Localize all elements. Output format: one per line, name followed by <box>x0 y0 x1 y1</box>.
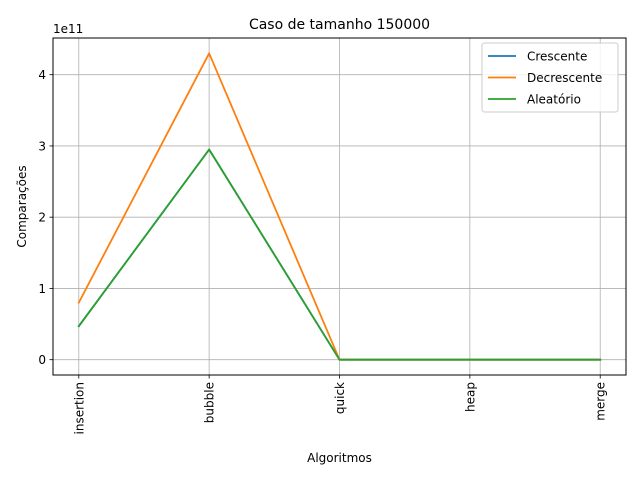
y-tick-label: 3 <box>38 139 46 153</box>
x-tick-label: quick <box>333 382 347 414</box>
y-axis-multiplier: 1e11 <box>53 22 83 36</box>
x-axis-ticks: insertion bubble quick heap merge <box>72 375 608 435</box>
legend-label: Crescente <box>527 50 587 64</box>
legend-label: Decrescente <box>527 71 602 85</box>
y-tick-label: 1 <box>38 282 46 296</box>
x-tick-label: insertion <box>72 382 86 435</box>
y-tick-label: 2 <box>38 211 46 225</box>
x-tick-label: bubble <box>203 382 217 423</box>
legend-box <box>481 42 619 113</box>
series-lines <box>77 52 602 361</box>
y-axis-ticks: 0 1 2 3 4 <box>38 68 53 367</box>
legend-label: Aleatório <box>527 93 581 107</box>
legend: Crescente Decrescente Aleatório <box>481 42 619 113</box>
y-tick-label: 4 <box>38 68 46 82</box>
series-line <box>77 148 602 361</box>
chart-title: Caso de tamanho 150000 <box>249 17 430 33</box>
x-tick-label: heap <box>463 382 477 412</box>
x-tick-label: merge <box>594 382 608 421</box>
y-tick-label: 0 <box>38 353 46 367</box>
x-axis-label: Algoritmos <box>307 451 372 465</box>
y-axis-label: Comparações <box>15 165 29 247</box>
